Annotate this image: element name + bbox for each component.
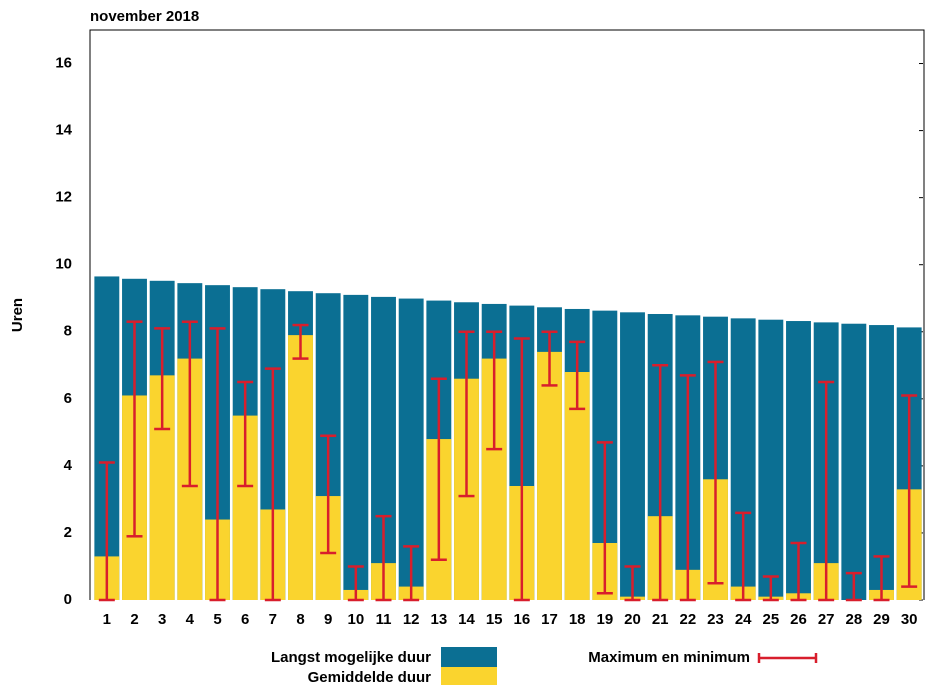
legend-label: Langst mogelijke duur — [271, 649, 431, 666]
x-tick-label: 30 — [901, 611, 918, 628]
x-tick-label: 2 — [130, 611, 138, 628]
x-tick-label: 16 — [513, 611, 530, 628]
error-bar — [403, 545, 420, 602]
y-tick-label: 6 — [64, 390, 72, 407]
error-bar — [596, 441, 613, 595]
bar — [537, 351, 562, 600]
x-tick-label: 28 — [845, 611, 862, 628]
x-tick-label: 26 — [790, 611, 807, 628]
x-tick-label: 8 — [296, 611, 304, 628]
x-tick-label: 25 — [762, 611, 779, 628]
x-tick-label: 6 — [241, 611, 249, 628]
x-tick-label: 10 — [347, 611, 364, 628]
error-bar — [513, 337, 530, 602]
legend-label: Gemiddelde duur — [308, 669, 432, 685]
y-tick-label: 16 — [55, 54, 72, 71]
error-bar — [652, 364, 669, 602]
x-tick-label: 13 — [430, 611, 447, 628]
bar — [620, 312, 645, 600]
error-bar — [707, 360, 724, 585]
error-bar — [347, 565, 364, 602]
legend-swatch — [441, 647, 497, 667]
x-tick-label: 15 — [486, 611, 503, 628]
x-tick-label: 12 — [403, 611, 420, 628]
chart-title: november 2018 — [90, 8, 199, 25]
bar — [343, 294, 369, 600]
error-bar — [154, 327, 171, 431]
error-bar — [735, 511, 752, 602]
bar — [288, 335, 313, 600]
x-tick-label: 11 — [376, 611, 392, 628]
error-bar — [845, 571, 862, 602]
error-bar — [679, 374, 696, 602]
y-tick-label: 14 — [55, 122, 72, 139]
error-bar — [624, 565, 641, 602]
error-bar — [237, 380, 254, 488]
error-bar — [375, 514, 392, 602]
x-tick-label: 27 — [818, 611, 835, 628]
x-tick-label: 14 — [458, 611, 475, 628]
x-tick-label: 17 — [541, 611, 558, 628]
x-tick-label: 24 — [735, 611, 752, 628]
plot-frame — [89, 29, 925, 600]
legend-label: Maximum en minimum — [588, 649, 750, 666]
x-tick-label: 29 — [873, 611, 890, 628]
error-bar — [541, 330, 558, 387]
bar — [841, 323, 867, 600]
error-bar — [209, 327, 226, 602]
error-bar — [292, 323, 309, 360]
x-tick-label: 19 — [596, 611, 613, 628]
y-tick-label: 2 — [64, 524, 72, 541]
x-tick-label: 18 — [569, 611, 586, 628]
y-tick-label: 4 — [64, 457, 73, 474]
error-bar — [873, 555, 890, 602]
x-tick-label: 20 — [624, 611, 641, 628]
x-tick-label: 9 — [324, 611, 332, 628]
error-bar — [181, 320, 198, 488]
error-bar — [264, 367, 281, 602]
legend-swatch — [441, 667, 497, 685]
error-bar — [430, 377, 447, 562]
error-bar — [569, 340, 586, 411]
error-bar — [901, 394, 918, 588]
x-tick-label: 5 — [213, 611, 221, 628]
x-tick-label: 1 — [103, 611, 111, 628]
y-tick-label: 12 — [55, 189, 72, 206]
error-bar — [98, 461, 115, 602]
x-tick-label: 21 — [652, 611, 669, 628]
y-tick-label: 8 — [64, 323, 72, 340]
x-tick-label: 4 — [186, 611, 195, 628]
error-bar — [818, 380, 835, 602]
x-tick-label: 22 — [679, 611, 696, 628]
y-axis-label: Uren — [9, 298, 26, 332]
bar — [758, 319, 784, 600]
y-tick-label: 0 — [64, 591, 72, 608]
error-bar — [320, 434, 337, 555]
error-bar — [126, 320, 143, 538]
x-tick-label: 23 — [707, 611, 724, 628]
y-tick-label: 10 — [55, 256, 72, 273]
error-bar — [486, 330, 503, 451]
x-tick-label: 3 — [158, 611, 166, 628]
x-tick-label: 7 — [269, 611, 277, 628]
error-bar — [458, 330, 475, 498]
bar — [869, 325, 894, 600]
error-bar — [762, 575, 779, 602]
error-bar — [790, 541, 807, 602]
